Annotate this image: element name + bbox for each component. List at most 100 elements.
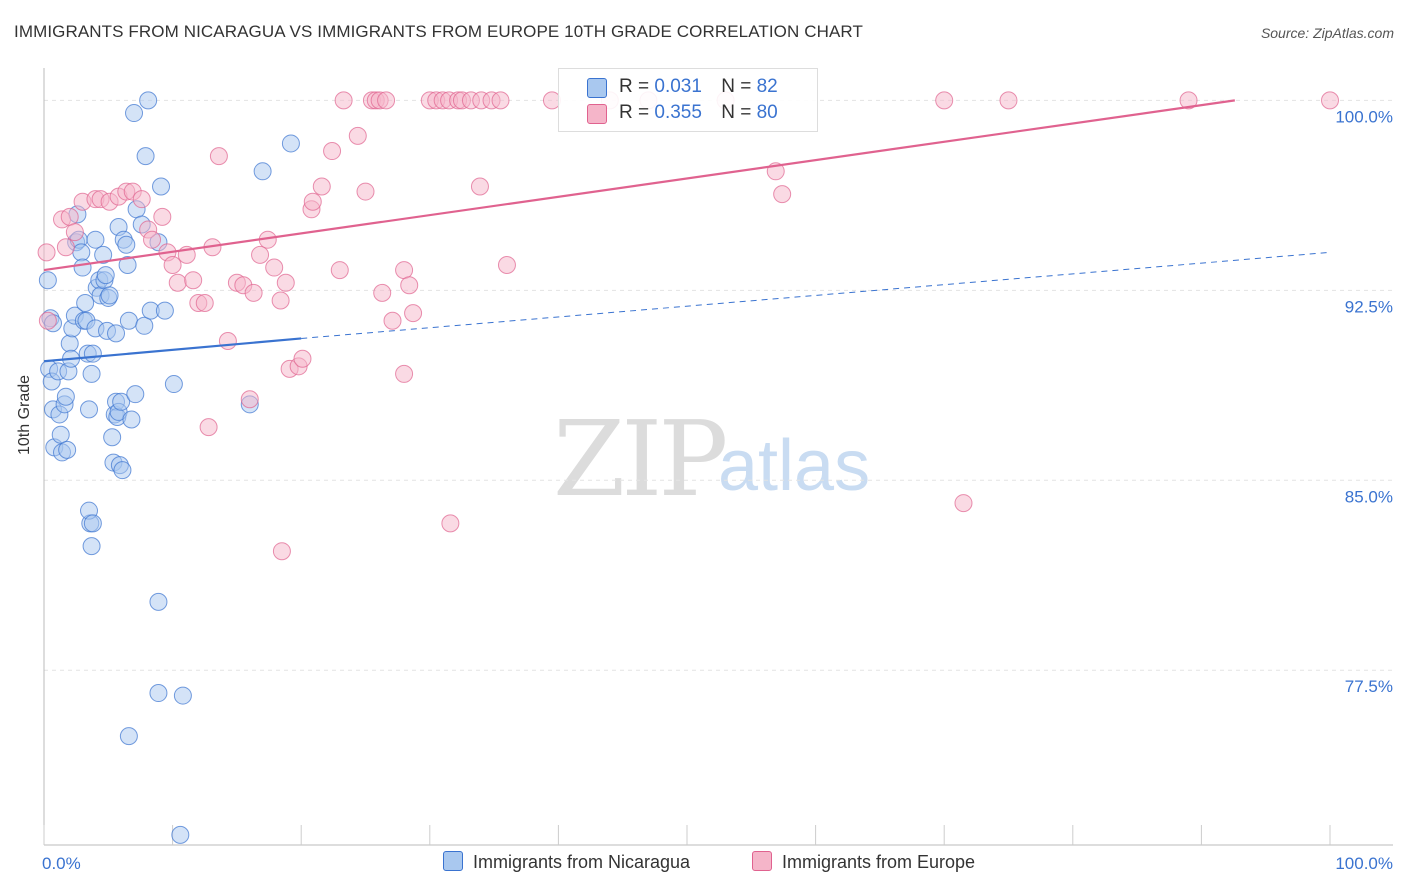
x-tick-label: 0.0%: [42, 854, 81, 873]
nicaragua-point: [125, 104, 144, 123]
nicaragua-point: [122, 410, 141, 429]
europe-point: [60, 207, 79, 226]
nicaragua-point: [149, 592, 168, 611]
nicaragua-point: [60, 334, 79, 353]
legend-r-label: R =: [619, 102, 650, 123]
europe-point: [323, 142, 342, 161]
nicaragua-point: [149, 684, 168, 703]
europe-point: [1321, 91, 1339, 110]
nicaragua-trend-line: [43, 337, 302, 363]
bottom-legend-nicaragua: Immigrants from Nicaragua: [443, 851, 690, 877]
nicaragua-point: [58, 440, 77, 459]
nicaragua-point: [83, 344, 102, 363]
axis-layer: [43, 68, 1393, 846]
y-tick-label: 85.0%: [1345, 487, 1393, 506]
europe-point: [218, 331, 237, 350]
nicaragua-point: [82, 537, 101, 556]
europe-point: [334, 91, 353, 110]
europe-point: [491, 91, 510, 110]
europe-point: [404, 304, 423, 323]
europe-point: [348, 126, 367, 145]
legend-n-value: 82: [756, 76, 778, 97]
legend-r-value: 0.031: [654, 76, 702, 97]
europe-point: [400, 276, 419, 295]
nicaragua-point: [173, 686, 192, 705]
europe-point: [65, 223, 84, 242]
nicaragua-point: [72, 243, 91, 262]
nicaragua-point: [171, 825, 190, 844]
bottom-legend-label-nicaragua: Immigrants from Nicaragua: [473, 852, 691, 872]
chart-title: IMMIGRANTS FROM NICARAGUA VS IMMIGRANTS …: [14, 22, 863, 41]
tick-label-layer: 77.5% 85.0% 92.5% 100.0% 0.0% 100.0%: [42, 107, 1393, 873]
europe-point: [1179, 91, 1198, 110]
legend-n-label: N =: [721, 76, 752, 97]
europe-point: [330, 261, 349, 280]
europe-point: [199, 418, 218, 437]
legend-r-label: R =: [619, 76, 650, 97]
europe-point: [935, 91, 954, 110]
europe-point: [497, 256, 516, 275]
points-layer: [37, 91, 1339, 844]
nicaragua-point: [94, 245, 113, 264]
nicaragua-point: [86, 230, 105, 249]
nicaragua-point: [76, 294, 95, 313]
source-label: Source: ZipAtlas.com: [1260, 25, 1394, 41]
europe-point: [773, 185, 792, 204]
europe-point: [271, 291, 290, 310]
y-tick-label: 92.5%: [1345, 297, 1393, 316]
europe-point: [272, 542, 291, 561]
europe-point: [441, 514, 460, 533]
nicaragua-point: [107, 324, 126, 343]
europe-point: [999, 91, 1018, 110]
watermark-zip: ZIP: [553, 398, 728, 520]
nicaragua-point: [82, 364, 101, 383]
bottom-legend-europe: Immigrants from Europe: [752, 851, 975, 877]
nicaragua-point: [112, 392, 131, 411]
nicaragua-point: [38, 271, 57, 290]
europe-point: [37, 243, 56, 262]
europe-point: [303, 192, 322, 211]
nicaragua-point: [73, 258, 92, 277]
nicaragua-point: [126, 385, 145, 404]
europe-point: [395, 364, 414, 383]
nicaragua-point: [152, 177, 171, 196]
legend-r-value: 0.355: [654, 102, 702, 123]
bottom-legend-swatch-europe: [752, 851, 772, 871]
grid-layer: [44, 99, 1393, 671]
europe-point: [383, 311, 402, 330]
europe-point: [395, 261, 414, 280]
nicaragua-point: [253, 162, 272, 181]
nicaragua-point: [96, 266, 115, 285]
nicaragua-point: [136, 147, 155, 166]
europe-point: [312, 177, 331, 196]
nicaragua-point: [118, 256, 137, 275]
nicaragua-point: [135, 316, 154, 335]
nicaragua-trend-extension: [301, 251, 1331, 339]
nicaragua-point: [103, 428, 122, 447]
legend-n-label: N =: [721, 102, 752, 123]
y-tick-label: 100.0%: [1335, 107, 1393, 126]
nicaragua-point: [51, 425, 70, 444]
nicaragua-point: [117, 235, 136, 254]
europe-point: [209, 147, 228, 166]
europe-point: [38, 311, 57, 330]
nicaragua-point: [139, 91, 158, 110]
legend-n-value: 80: [756, 102, 778, 123]
legend-row-europe: R = 0.355 N = 80: [619, 102, 778, 124]
legend: R = 0.031 N = 82 R = 0.355 N = 80: [558, 68, 818, 132]
europe-point: [163, 256, 182, 275]
bottom-legend-label-europe: Immigrants from Europe: [782, 852, 976, 872]
europe-point: [184, 271, 203, 290]
europe-point: [954, 494, 973, 513]
nicaragua-point: [100, 286, 119, 305]
europe-point: [470, 177, 489, 196]
nicaragua-point: [164, 375, 183, 394]
legend-swatch-europe: [587, 104, 607, 124]
legend-swatch-nicaragua: [587, 78, 607, 98]
europe-point: [56, 238, 75, 257]
europe-point: [373, 283, 392, 302]
europe-point: [377, 91, 396, 110]
europe-point: [276, 273, 295, 292]
nicaragua-point: [119, 311, 138, 330]
nicaragua-point: [83, 514, 102, 533]
